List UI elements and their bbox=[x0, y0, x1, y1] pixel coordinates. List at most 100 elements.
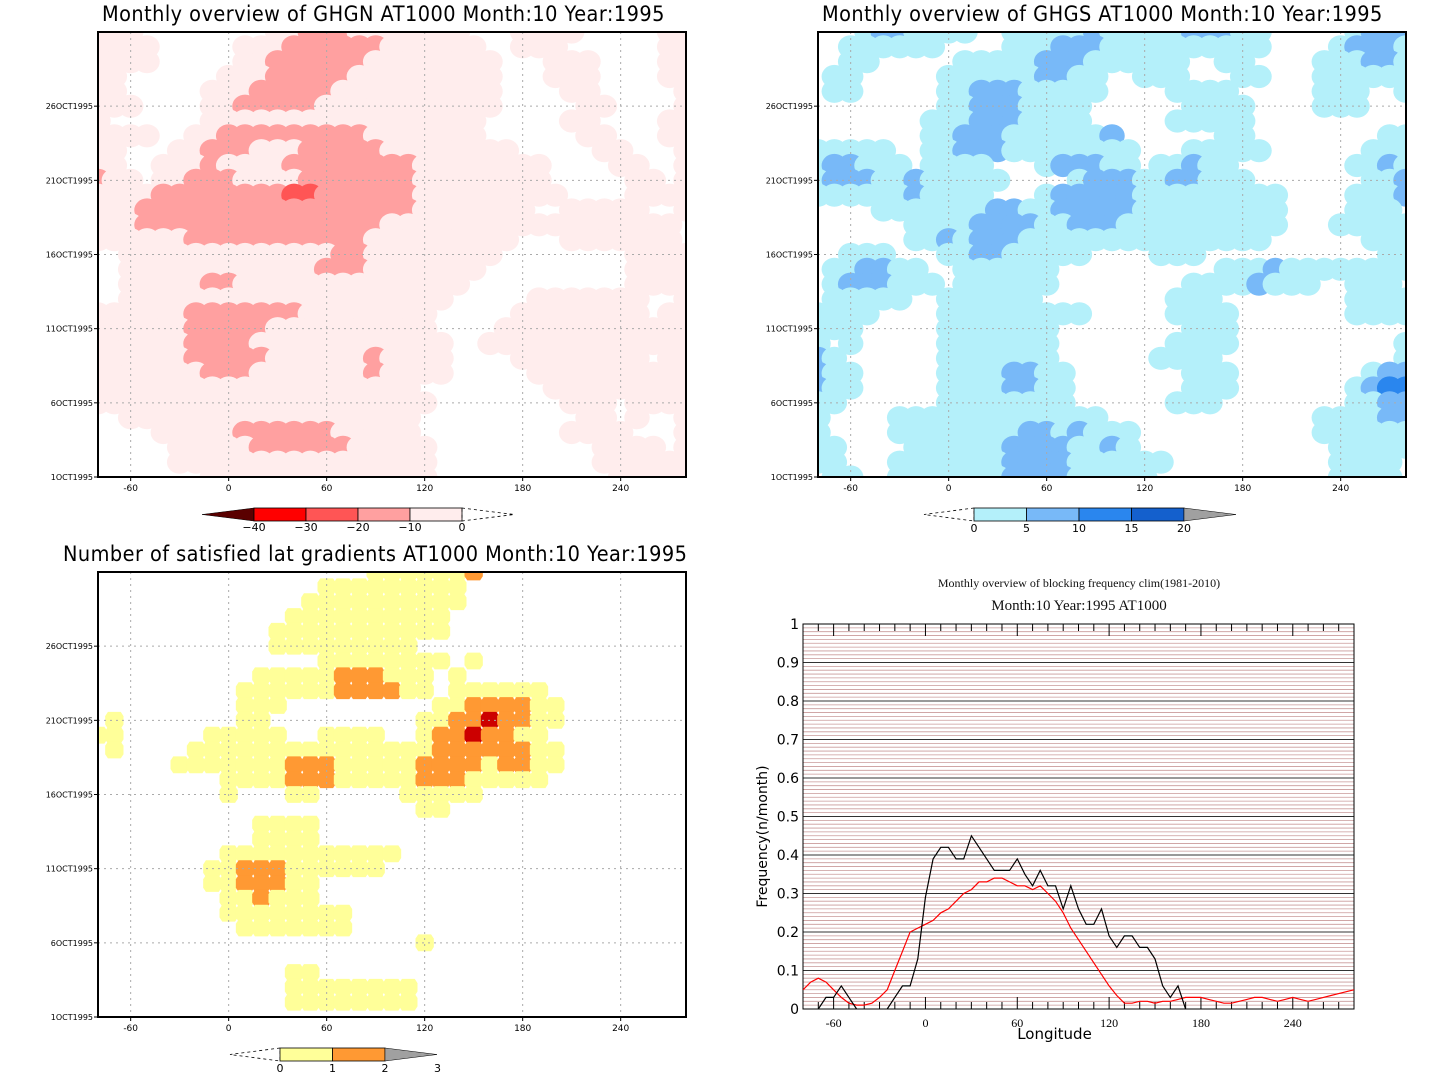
y-tick-label: 21OCT1995 bbox=[46, 716, 93, 725]
heatmap-cell bbox=[301, 622, 320, 640]
heatmap-cell bbox=[382, 667, 402, 685]
heatmap-cell bbox=[350, 978, 369, 996]
heatmap-cell bbox=[235, 889, 255, 907]
heatmap-cell bbox=[252, 889, 271, 907]
y-tick-label: 16OCT1995 bbox=[46, 251, 93, 260]
heatmap-cell bbox=[431, 608, 451, 625]
heatmap-cell bbox=[431, 741, 451, 759]
heatmap-cell bbox=[399, 756, 418, 774]
heatmap-cell bbox=[382, 572, 402, 581]
heatmap-cell bbox=[837, 331, 864, 356]
gradients-panel: Number of satisfied lat gradients AT1000… bbox=[0, 540, 720, 1091]
heatmap-cell bbox=[624, 406, 650, 430]
heatmap-cell bbox=[268, 830, 287, 848]
heatmap-cell bbox=[480, 682, 500, 700]
heatmap-cell bbox=[350, 578, 369, 596]
heatmap-cell bbox=[203, 726, 222, 744]
heatmap-cell bbox=[1393, 79, 1406, 103]
heatmap-cell bbox=[350, 993, 369, 1011]
heatmap-cell bbox=[382, 578, 402, 596]
x-tick-label: 0 bbox=[226, 484, 232, 494]
colorbar: −40 −30 −20 −10 0 bbox=[201, 507, 515, 534]
heatmap-cell bbox=[301, 904, 320, 922]
heatmap-cell bbox=[366, 652, 385, 670]
y-tick-label: 0.1 bbox=[777, 964, 799, 980]
heatmap-cell bbox=[284, 786, 304, 803]
heatmap-cell bbox=[333, 608, 353, 625]
heatmap-cell bbox=[252, 756, 271, 774]
heatmap-cell bbox=[219, 771, 238, 789]
heatmap-cell bbox=[317, 741, 336, 759]
heatmap-cell bbox=[235, 697, 255, 714]
heatmap-cell bbox=[333, 978, 353, 996]
heatmap-cell bbox=[301, 978, 320, 996]
x-tick-label: 60 bbox=[321, 484, 333, 494]
heatmap-cell bbox=[546, 741, 565, 759]
heatmap-cell bbox=[134, 124, 160, 148]
colorbar-segment bbox=[253, 507, 307, 522]
heatmap-cell bbox=[268, 860, 287, 878]
heatmap-cell bbox=[219, 860, 238, 878]
y-tick-label: 11OCT1995 bbox=[46, 865, 93, 874]
heatmap-cell bbox=[1246, 35, 1272, 59]
heatmap-cell bbox=[252, 875, 271, 892]
heatmap-cell bbox=[235, 726, 255, 744]
heatmap-cell bbox=[546, 756, 565, 774]
heatmap-cell bbox=[382, 993, 402, 1011]
heatmap-cell bbox=[268, 682, 287, 700]
colorbar-label: −30 bbox=[294, 521, 317, 534]
heatmap-cell bbox=[448, 786, 467, 803]
heatmap-cell bbox=[252, 667, 271, 685]
plot-background-lines bbox=[803, 627, 1354, 1006]
colorbar-segment bbox=[973, 507, 1027, 522]
heatmap-cell bbox=[366, 622, 385, 640]
heatmap-cell bbox=[415, 682, 434, 700]
ghgs-title: Monthly overview of GHGS AT1000 Month:10… bbox=[822, 2, 1383, 26]
y-tick-label: 0.2 bbox=[777, 925, 799, 941]
heatmap-cell bbox=[317, 593, 336, 611]
heatmap-cell bbox=[252, 682, 271, 700]
colorbar-label: 5 bbox=[1023, 522, 1030, 535]
heatmap-cell bbox=[235, 875, 255, 892]
heatmap-cell bbox=[513, 771, 532, 789]
x-tick-label: 240 bbox=[1284, 1016, 1302, 1030]
heatmap-cell bbox=[431, 697, 451, 714]
heatmap-cell bbox=[333, 637, 353, 655]
heatmap-cell bbox=[415, 622, 434, 640]
ghgn-title: Monthly overview of GHGN AT1000 Month:10… bbox=[102, 2, 665, 26]
colorbar-label: 15 bbox=[1125, 522, 1139, 535]
heatmap-cell bbox=[366, 756, 385, 774]
colorbar-extend-triangle bbox=[201, 507, 255, 522]
heatmap-cell bbox=[431, 652, 451, 670]
heatmap-cell bbox=[382, 771, 402, 789]
heatmap-cell bbox=[186, 756, 206, 774]
heatmap-cell bbox=[821, 391, 848, 415]
heatmap-cell bbox=[529, 771, 549, 789]
colorbar-segment bbox=[1078, 507, 1132, 522]
heatmap-cell bbox=[252, 815, 271, 833]
heatmap-cell bbox=[268, 741, 287, 759]
heatmap-cell bbox=[301, 667, 320, 685]
colorbar-segment bbox=[1026, 507, 1080, 522]
heatmap-cell bbox=[952, 32, 978, 44]
heatmap-cell bbox=[415, 608, 434, 625]
heatmap-cell bbox=[105, 741, 124, 759]
heatmap-cell bbox=[399, 771, 418, 789]
heatmap-cell bbox=[529, 741, 549, 759]
heatmap-cell bbox=[399, 652, 418, 670]
heatmap-cell bbox=[382, 978, 402, 996]
heatmap-cell bbox=[284, 860, 304, 878]
heatmap-cell bbox=[268, 889, 287, 907]
heatmap-cell bbox=[105, 726, 124, 744]
x-tick-label: 120 bbox=[1100, 1016, 1118, 1030]
heatmap-cell bbox=[170, 756, 189, 774]
heatmap-cell bbox=[546, 697, 565, 714]
heatmap-cell bbox=[431, 593, 451, 611]
heatmap-cell bbox=[497, 682, 516, 700]
heatmap-cell bbox=[186, 741, 206, 759]
x-tick-label: 180 bbox=[1192, 1016, 1210, 1030]
y-tick-label: 16OCT1995 bbox=[766, 251, 813, 260]
colorbar-label: 10 bbox=[1072, 522, 1086, 535]
heatmap-cell bbox=[219, 889, 238, 907]
colorbar: 0 5 10 15 20 bbox=[923, 507, 1237, 535]
